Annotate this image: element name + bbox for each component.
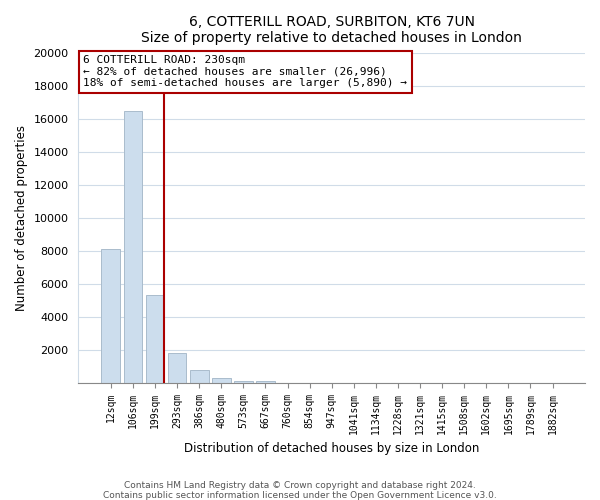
Text: 6 COTTERILL ROAD: 230sqm
← 82% of detached houses are smaller (26,996)
18% of se: 6 COTTERILL ROAD: 230sqm ← 82% of detach… [83, 55, 407, 88]
Bar [167, 353, 187, 383]
Text: Contains HM Land Registry data © Crown copyright and database right 2024.: Contains HM Land Registry data © Crown c… [124, 480, 476, 490]
Bar [124, 111, 142, 383]
Bar [146, 296, 164, 383]
X-axis label: Distribution of detached houses by size in London: Distribution of detached houses by size … [184, 442, 479, 455]
Bar [101, 250, 120, 383]
Text: Contains public sector information licensed under the Open Government Licence v3: Contains public sector information licen… [103, 490, 497, 500]
Bar [190, 370, 209, 383]
Bar [234, 380, 253, 383]
Bar [256, 380, 275, 383]
Title: 6, COTTERILL ROAD, SURBITON, KT6 7UN
Size of property relative to detached house: 6, COTTERILL ROAD, SURBITON, KT6 7UN Siz… [141, 15, 522, 45]
Bar [212, 378, 230, 383]
Y-axis label: Number of detached properties: Number of detached properties [15, 125, 28, 311]
